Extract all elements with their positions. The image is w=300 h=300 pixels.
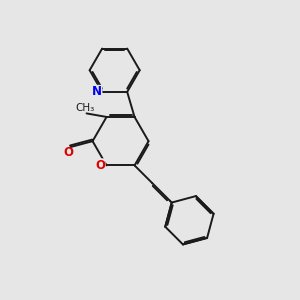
Text: CH₃: CH₃ — [76, 103, 95, 113]
Text: O: O — [63, 146, 73, 159]
Text: O: O — [95, 159, 105, 172]
Text: N: N — [92, 85, 102, 98]
